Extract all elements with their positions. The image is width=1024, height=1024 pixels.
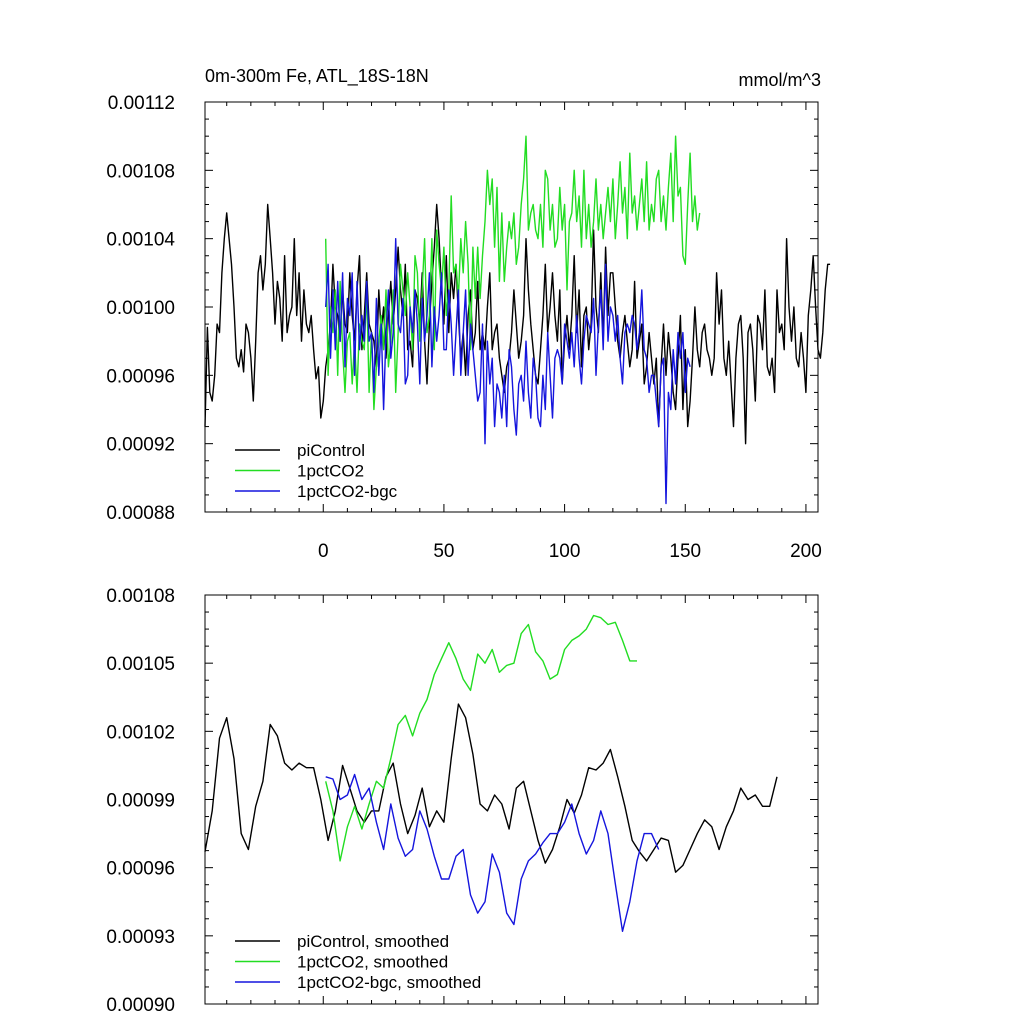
series-line-1pctco2-smoothed xyxy=(325,614,637,862)
top-panel-ticks: 0.00088 0.00092 0.00096 0.00100 0.00104 0.001… xyxy=(106,93,821,562)
y-tick-label: 0.00102 xyxy=(106,722,175,743)
y-tick-label: 0.00096 xyxy=(106,859,175,880)
bottom-panel-legend: piControl, smoothed 1pctCO2, smoothed1pct… xyxy=(235,932,481,992)
top-panel-title: 0m-300m Fe, ATL_18S-18N xyxy=(205,66,429,87)
y-tick-label: 0.00112 xyxy=(108,93,175,114)
y-tick-label: 0.00093 xyxy=(106,927,175,948)
series-line-1pctco2 xyxy=(325,135,701,411)
top-panel-series xyxy=(204,135,831,505)
legend-label: 1pctCO2-bgc, smoothed xyxy=(297,973,481,992)
legend-label: piControl, smoothed xyxy=(297,932,449,951)
series-line-1pctco2-bgc-smoothed xyxy=(325,773,660,932)
y-tick-label: 0.00096 xyxy=(106,366,175,387)
x-tick-label: 100 xyxy=(549,541,581,562)
y-tick-label: 0.00090 xyxy=(106,995,175,1016)
y-tick-label: 0.00088 xyxy=(106,503,175,524)
x-tick-label: 200 xyxy=(790,541,822,562)
legend-label: piControl xyxy=(297,441,365,460)
x-tick-label: 150 xyxy=(669,541,701,562)
y-tick-label: 0.00108 xyxy=(106,586,175,607)
y-tick-label: 0.00108 xyxy=(106,161,175,182)
bottom-panel: 0.00090 0.00093 0.00096 0.00099 0.00102 0.001… xyxy=(106,586,819,1016)
top-panel-units: mmol/m^3 xyxy=(739,70,821,90)
legend-label: 1pctCO2-bgc xyxy=(297,482,398,501)
top-panel: 0m-300m Fe, ATL_18S-18N mmol/m^3 0.00088… xyxy=(106,66,831,562)
y-tick-label: 0.00100 xyxy=(106,298,175,319)
top-panel-frame xyxy=(204,101,819,513)
y-tick-label: 0.00092 xyxy=(106,435,175,456)
legend-label: 1pctCO2, smoothed xyxy=(297,953,448,972)
x-tick-label: 50 xyxy=(433,541,454,562)
bottom-panel-series xyxy=(204,614,778,932)
bottom-panel-frame xyxy=(204,594,819,1005)
x-tick-label: 0 xyxy=(318,541,329,562)
series-line-1pctco2-bgc xyxy=(325,237,691,505)
series-line-picontrol xyxy=(204,203,831,445)
y-tick-label: 0.00104 xyxy=(106,230,175,251)
y-tick-label: 0.00099 xyxy=(106,791,175,812)
legend-label: 1pctCO2 xyxy=(297,462,364,481)
y-tick-label: 0.00105 xyxy=(106,654,175,675)
series-line-picontrol-smoothed xyxy=(204,703,778,873)
